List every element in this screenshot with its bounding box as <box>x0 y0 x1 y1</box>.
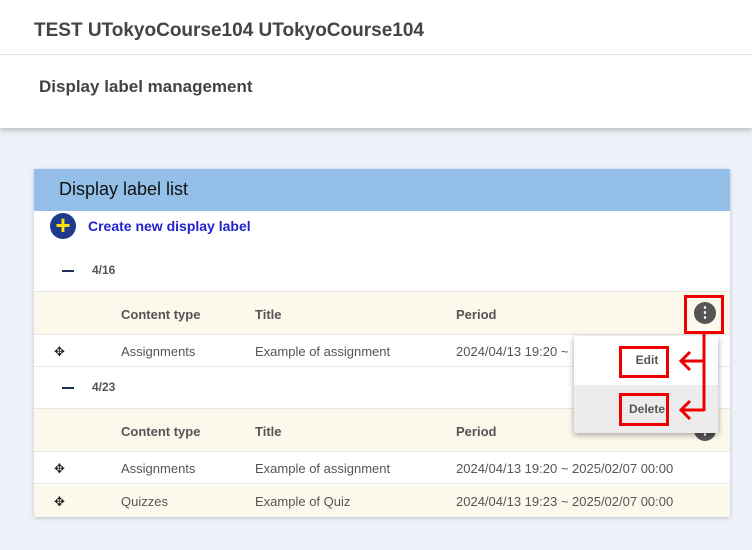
content-type: Quizzes <box>121 494 168 509</box>
collapse-icon[interactable] <box>62 387 74 389</box>
course-title: TEST UTokyoCourse104 UTokyoCourse104 <box>34 20 424 41</box>
collapse-icon[interactable] <box>62 270 74 272</box>
menu-item-edit[interactable]: Edit <box>635 353 659 368</box>
context-menu: Edit Delete <box>574 336 718 433</box>
divider <box>0 54 752 55</box>
drag-handle-icon[interactable]: ✥ <box>54 344 65 359</box>
col-period: Period <box>456 307 497 322</box>
highlight-box-kebab <box>684 295 724 334</box>
row-title: Example of assignment <box>255 461 391 476</box>
content-type: Assignments <box>121 461 196 476</box>
create-label-text: Create new display label <box>88 218 251 234</box>
table-row: ✥ Assignments Example of assignment 2024… <box>34 335 730 367</box>
period: 2024/04/13 19:20 ~ <box>456 344 569 359</box>
group-label: 4/16 <box>92 263 116 277</box>
col-period: Period <box>456 424 497 439</box>
col-title: Title <box>255 307 282 322</box>
drag-handle-icon[interactable]: ✥ <box>54 494 65 509</box>
group-label: 4/23 <box>92 380 116 394</box>
highlight-box-edit <box>619 346 669 378</box>
highlight-box-delete <box>619 393 669 426</box>
plus-icon: + <box>50 212 76 239</box>
period: 2024/04/13 19:20 ~ 2025/02/07 00:00 <box>456 461 674 476</box>
period: 2024/04/13 19:23 ~ 2025/02/07 00:00 <box>456 494 674 509</box>
table-row: ✥ Assignments Example of assignment 2024… <box>34 452 730 484</box>
group-toggle[interactable]: 4/16 <box>34 250 730 292</box>
table-header: Content type Title Period ⋮ <box>34 292 730 335</box>
create-label-button[interactable]: + Create new display label <box>50 212 251 239</box>
group-toggle[interactable]: 4/23 <box>34 367 730 409</box>
col-title: Title <box>255 424 282 439</box>
row-title: Example of Quiz <box>255 494 351 509</box>
table-row: ✥ Quizzes Example of Quiz 2024/04/13 19:… <box>34 485 730 517</box>
drag-handle-icon[interactable]: ✥ <box>54 461 65 476</box>
top-header: TEST UTokyoCourse104 UTokyoCourse104 Dis… <box>0 0 752 128</box>
page-title: Display label management <box>39 77 253 96</box>
row-title: Example of assignment <box>255 344 391 359</box>
card-title: Display label list <box>34 169 730 211</box>
col-content-type: Content type <box>121 424 201 439</box>
kebab-menu-icon[interactable]: ⋮ <box>694 302 716 324</box>
col-content-type: Content type <box>121 307 201 322</box>
content-type: Assignments <box>121 344 196 359</box>
